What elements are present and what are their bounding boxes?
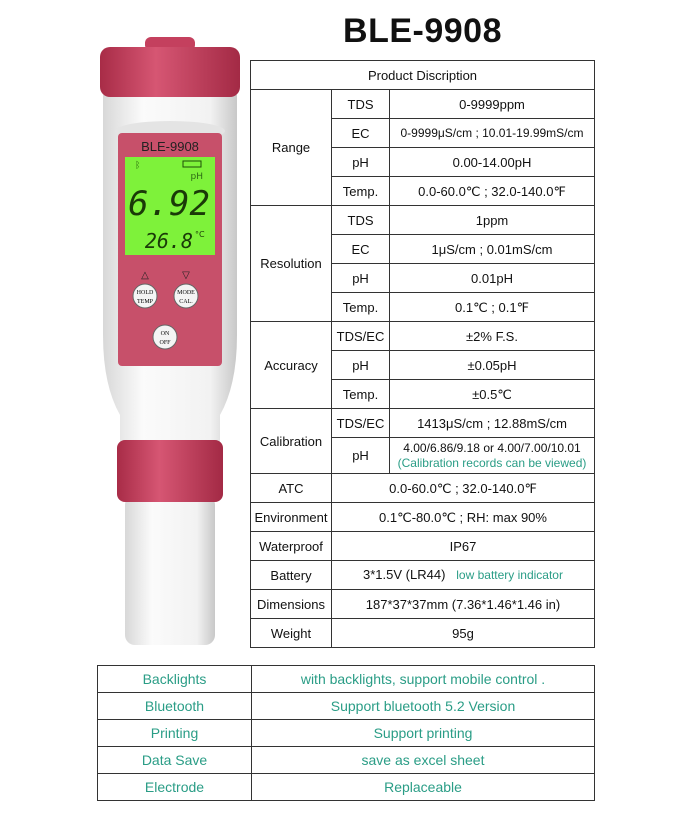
mode-label: MODE: [177, 290, 195, 296]
spec-value: ±0.5℃: [389, 379, 595, 409]
resolution-label: Resolution: [250, 205, 332, 322]
temp-label: TEMP: [137, 299, 154, 305]
waterproof-value: IP67: [331, 531, 595, 561]
features-table: Backlights with backlights, support mobil…: [97, 665, 595, 801]
probe: [125, 495, 215, 645]
spec-value: ±2% F.S.: [389, 321, 595, 351]
feature-key: Printing: [97, 719, 252, 747]
dimensions-value: 187*37*37mm (7.36*1.46*1.46 in): [331, 589, 595, 619]
feature-row: Bluetooth Support bluetooth 5.2 Version: [97, 692, 595, 720]
feature-key: Backlights: [97, 665, 252, 693]
spec-key: pH: [331, 263, 390, 293]
feature-value: Support bluetooth 5.2 Version: [251, 692, 595, 720]
lcd-screen: [125, 157, 215, 255]
waterproof-label: Waterproof: [250, 531, 332, 561]
bluetooth-icon: ᛒ: [135, 160, 140, 170]
ph-meter-image: BLE-9908 ᛒ pH 6.92 26.8 °C △ ▽ HOLD TEMP…: [100, 37, 240, 645]
spec-key: Temp.: [331, 379, 390, 409]
spec-key: TDS: [331, 89, 390, 119]
feature-value: save as excel sheet: [251, 746, 595, 774]
spec-value: 0-9999ppm: [389, 89, 595, 119]
feature-key: Data Save: [97, 746, 252, 774]
lcd-unit: pH: [191, 172, 203, 182]
spec-key: TDS/EC: [331, 408, 390, 438]
lcd-temp-unit: °C: [195, 230, 205, 239]
spec-value: 0.00-14.00pH: [389, 147, 595, 177]
lcd-temperature: 26.8: [145, 229, 193, 253]
atc-value: 0.0-60.0℃ ; 32.0-140.0℉: [331, 473, 595, 503]
spec-value: 4.00/6.86/9.18 or 4.00/7.00/10.01 (Calibr…: [389, 437, 595, 474]
down-arrow-icon: ▽: [182, 270, 190, 281]
mode-cal-button[interactable]: MODE CAL.: [173, 283, 199, 309]
off-label: OFF: [159, 340, 171, 346]
feature-key: Electrode: [97, 773, 252, 801]
spec-key: Temp.: [331, 292, 390, 322]
spec-value: 0.0-60.0℃ ; 32.0-140.0℉: [389, 176, 595, 206]
model-label: BLE-9908: [141, 139, 199, 154]
spec-value: 0.01pH: [389, 263, 595, 293]
feature-key: Bluetooth: [97, 692, 252, 720]
cap: [100, 47, 240, 97]
feature-row: Electrode Replaceable: [97, 773, 595, 801]
environment-value: 0.1℃-80.0℃ ; RH: max 90%: [331, 502, 595, 532]
feature-row: Data Save save as excel sheet: [97, 746, 595, 774]
accuracy-label: Accuracy: [250, 321, 332, 409]
spec-value: 0.1℃ ; 0.1℉: [389, 292, 595, 322]
calibration-note: (Calibration records can be viewed): [397, 455, 587, 470]
spec-key: pH: [331, 437, 390, 474]
on-label: ON: [161, 331, 170, 337]
spec-key: TDS: [331, 205, 390, 235]
spec-value: 0-9999μS/cm ; 10.01-19.99mS/cm: [389, 118, 595, 148]
spec-value: 1413μS/cm ; 12.88mS/cm: [389, 408, 595, 438]
dimensions-label: Dimensions: [250, 589, 332, 619]
spec-value: ±0.05pH: [389, 350, 595, 380]
spec-table: Product Discription Range TDS 0-9999ppm EC…: [250, 60, 595, 648]
weight-label: Weight: [250, 618, 332, 648]
product-title: BLE-9908: [343, 12, 502, 50]
spec-key: TDS/EC: [331, 321, 390, 351]
battery-icon: [182, 160, 202, 168]
spec-value: 1ppm: [389, 205, 595, 235]
feature-row: Backlights with backlights, support mobil…: [97, 665, 595, 693]
feature-value: Support printing: [251, 719, 595, 747]
atc-label: ATC: [250, 473, 332, 503]
spec-value: 1μS/cm ; 0.01mS/cm: [389, 234, 595, 264]
battery-value: 3*1.5V (LR44) low battery indicator: [331, 560, 595, 590]
spec-key: pH: [331, 147, 390, 177]
weight-value: 95g: [331, 618, 595, 648]
environment-label: Environment: [250, 502, 332, 532]
battery-label: Battery: [250, 560, 332, 590]
lcd-reading: 6.92: [128, 184, 210, 224]
range-label: Range: [250, 89, 332, 206]
feature-row: Printing Support printing: [97, 719, 595, 747]
feature-value: with backlights, support mobile control …: [251, 665, 595, 693]
spec-key: pH: [331, 350, 390, 380]
up-arrow-icon: △: [141, 270, 149, 281]
calibration-label: Calibration: [250, 408, 332, 474]
cal-label: CAL.: [179, 299, 193, 305]
battery-spec: 3*1.5V (LR44): [363, 567, 446, 582]
power-button[interactable]: ON OFF: [152, 324, 178, 350]
spec-key: EC: [331, 234, 390, 264]
battery-note: low battery indicator: [456, 568, 563, 582]
spec-header: Product Discription: [250, 60, 595, 90]
ph-calibration-points: 4.00/6.86/9.18 or 4.00/7.00/10.01: [403, 440, 581, 455]
spec-key: EC: [331, 118, 390, 148]
collar: [117, 440, 223, 502]
hold-temp-button[interactable]: HOLD TEMP: [132, 283, 158, 309]
hold-label: HOLD: [137, 290, 154, 296]
feature-value: Replaceable: [251, 773, 595, 801]
spec-key: Temp.: [331, 176, 390, 206]
